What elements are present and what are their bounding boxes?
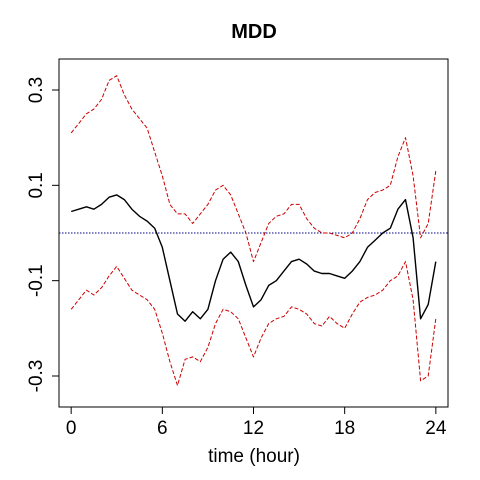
y-tick-label: -0.1: [26, 264, 47, 297]
x-tick-label: 18: [334, 418, 355, 439]
x-axis-label: time (hour): [208, 446, 300, 467]
y-axis: 0.3 0.1 -0.1 -0.3: [26, 77, 60, 393]
series-line-upper-band: [70, 75, 437, 263]
plot-area: [58, 58, 449, 408]
y-tick-label: 0.1: [26, 172, 47, 198]
chart-title: MDD: [231, 21, 277, 43]
series-line-estimate: [70, 194, 437, 322]
series-line-lower-band: [70, 261, 437, 386]
y-tick-label: -0.3: [26, 360, 47, 393]
x-tick-label: 24: [425, 418, 447, 439]
x-axis: 0 6 12 18 24: [66, 406, 447, 439]
x-tick-label: 6: [157, 418, 168, 439]
x-tick-label: 12: [243, 418, 264, 439]
y-tick-label: 0.3: [26, 77, 47, 103]
x-tick-label: 0: [66, 418, 77, 439]
